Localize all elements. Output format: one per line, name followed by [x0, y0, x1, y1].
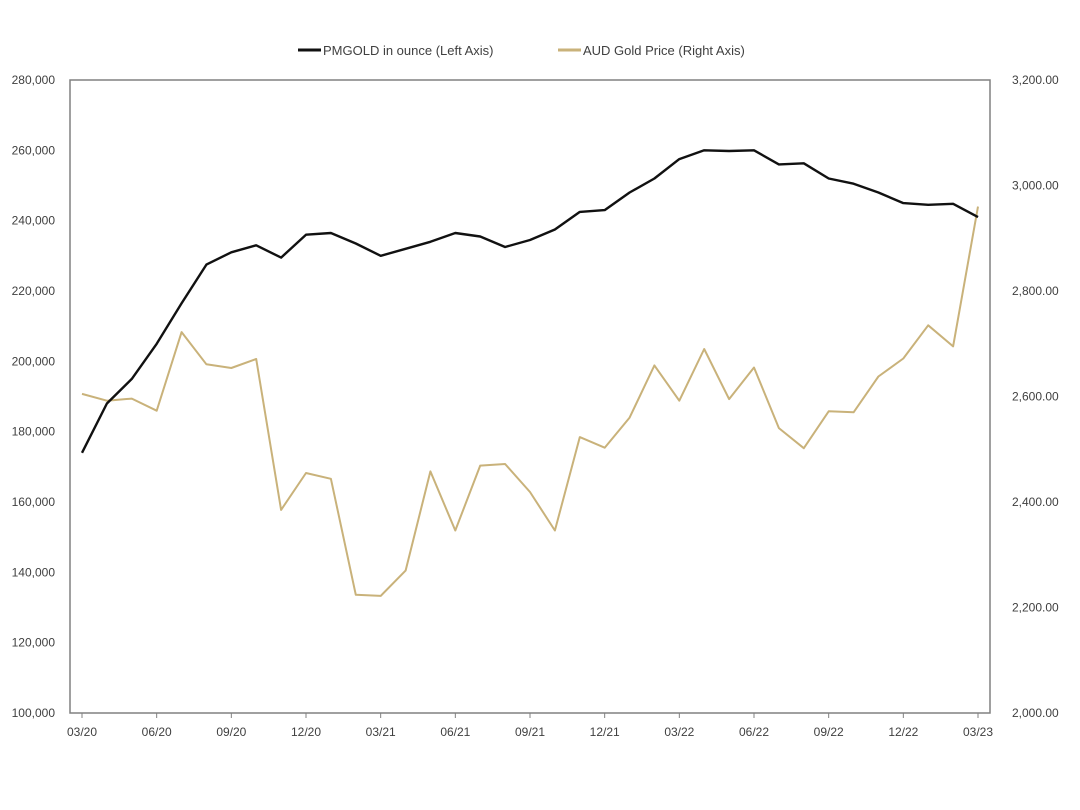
left-axis-tick-label: 100,000	[12, 706, 56, 720]
x-axis-tick-label: 12/22	[888, 725, 918, 739]
x-axis-tick-label: 06/21	[440, 725, 470, 739]
x-axis-tick-label: 03/21	[366, 725, 396, 739]
left-axis-tick-label: 120,000	[12, 636, 56, 650]
x-axis-tick-label: 12/21	[590, 725, 620, 739]
series-line-pmgold	[80, 149, 979, 454]
right-axis-tick-label: 2,600.00	[1012, 390, 1059, 404]
left-axis-tick-label: 200,000	[12, 354, 56, 368]
x-axis-tick-label: 06/22	[739, 725, 769, 739]
left-axis-tick-label: 260,000	[12, 143, 56, 157]
left-axis-tick-label: 220,000	[12, 284, 56, 298]
series-layer	[80, 149, 979, 597]
left-axis-tick-label: 180,000	[12, 425, 56, 439]
left-axis-tick-label: 240,000	[12, 214, 56, 228]
right-axis-tick-label: 2,800.00	[1012, 284, 1059, 298]
x-axis-tick-label: 03/23	[963, 725, 993, 739]
x-axis-tick-label: 09/22	[814, 725, 844, 739]
plot-area-frame	[69, 79, 991, 714]
x-axis-tick-label: 12/20	[291, 725, 321, 739]
x-axis-tick-label: 03/20	[67, 725, 97, 739]
left-axis-tick-label: 280,000	[12, 73, 56, 87]
x-axis-tick-label: 03/22	[664, 725, 694, 739]
right-axis-tick-label: 2,400.00	[1012, 495, 1059, 509]
right-axis-tick-label: 3,000.00	[1012, 179, 1059, 193]
right-axis-tick-label: 3,200.00	[1012, 73, 1059, 87]
series-line-aud-gold-price	[81, 206, 979, 597]
left-axis-tick-label: 160,000	[12, 495, 56, 509]
legend: PMGOLD in ounce (Left Axis) AUD Gold Pri…	[298, 43, 745, 58]
left-axis-ticks: 100,000 120,000 140,000 160,000 180,000 200,0…	[12, 73, 56, 720]
right-axis-tick-label: 2,200.00	[1012, 601, 1059, 615]
x-axis-tick-label: 09/21	[515, 725, 545, 739]
legend-label-aud-gold-price: AUD Gold Price (Right Axis)	[583, 43, 745, 58]
x-axis-tick-label: 06/20	[142, 725, 172, 739]
right-axis-ticks: 2,000.00 2,200.00 2,400.00 2,600.00 2,800.00…	[1012, 73, 1059, 720]
left-axis-tick-label: 140,000	[12, 565, 56, 579]
legend-label-pmgold: PMGOLD in ounce (Left Axis)	[323, 43, 494, 58]
right-axis-tick-label: 2,000.00	[1012, 706, 1059, 720]
x-axis-ticks: 03/20 06/20 09/20 12/20 03/21 06/21 09/21 12/21…	[67, 713, 993, 739]
x-axis-tick-label: 09/20	[216, 725, 246, 739]
